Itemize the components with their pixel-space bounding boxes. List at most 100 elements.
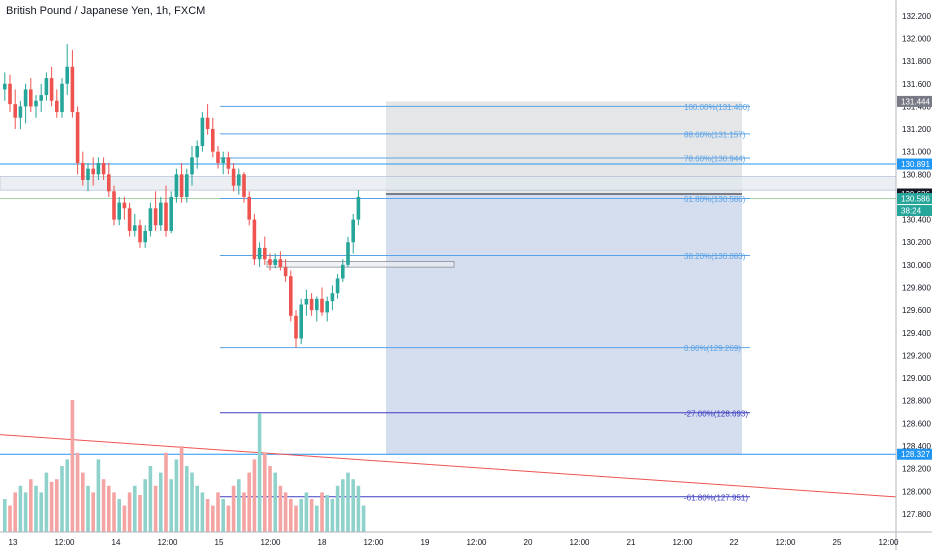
x-tick-label: 12:00 [157, 538, 178, 547]
volume-bar [8, 505, 12, 532]
candle-body [13, 104, 17, 118]
x-tick-label: 12:00 [569, 538, 590, 547]
candle-body [320, 298, 324, 313]
y-tick-label: 128.200 [902, 465, 931, 474]
candle-body [44, 78, 49, 96]
volume-bar [70, 400, 75, 532]
candle-body [283, 267, 288, 277]
candle-body [221, 157, 225, 163]
price-label: 38:24 [901, 207, 922, 216]
candle-body [330, 293, 335, 302]
volume-bar [117, 499, 121, 532]
candle-body [216, 151, 220, 163]
volume-bar [351, 479, 355, 532]
fib-level-label: 100.00%(131.400) [684, 103, 750, 112]
volume-bar [23, 492, 28, 532]
candle-body [153, 208, 158, 226]
candle-body [325, 301, 329, 313]
volume-bar [174, 459, 179, 532]
candle-body [273, 259, 277, 265]
candle-body [341, 264, 345, 279]
volume-bar [112, 492, 116, 532]
candle-body [34, 100, 38, 107]
volume-bar [169, 479, 173, 532]
candle-body [247, 196, 251, 220]
trendline [0, 434, 897, 498]
candle-body [315, 298, 319, 311]
candle-body [346, 242, 350, 265]
volume-bar [289, 499, 293, 532]
fib-level-label: 38.20%(130.083) [684, 252, 746, 261]
candle-body [60, 83, 64, 113]
x-tick-label: 25 [833, 538, 842, 547]
y-tick-label: 129.000 [902, 374, 931, 383]
candle-body [205, 117, 210, 130]
candle-body [335, 278, 340, 294]
volume-bar [34, 485, 38, 532]
volume-bar [75, 452, 80, 532]
volume-bar [143, 479, 147, 532]
x-tick-label: 22 [730, 538, 739, 547]
y-tick-label: 130.200 [902, 238, 931, 247]
volume-bar [133, 485, 137, 532]
volume-bar [216, 492, 220, 532]
candle-body [91, 168, 95, 175]
candle-body [164, 202, 168, 231]
volume-bar [107, 485, 111, 532]
candle-body [39, 95, 43, 101]
volume-bar [356, 485, 361, 532]
volume-bar [200, 492, 205, 532]
x-tick-label: 12:00 [878, 538, 899, 547]
candle-body [263, 247, 267, 260]
candle-body [299, 304, 303, 339]
volume-bar [231, 485, 236, 532]
volume-bar [325, 495, 329, 532]
candle-body [268, 259, 272, 265]
volume-bar [179, 446, 184, 532]
volume-bar [268, 466, 272, 532]
volume-bar [18, 485, 23, 532]
candle-body [112, 191, 116, 220]
volume-bar [361, 505, 366, 532]
y-tick-label: 130.800 [902, 170, 931, 179]
candle-body [18, 106, 23, 118]
candle-body [23, 89, 28, 107]
volume-bar [13, 492, 17, 532]
volume-bar [278, 485, 283, 532]
volume-bar [335, 485, 340, 532]
price-label-bg [897, 448, 932, 460]
volume-bar [86, 485, 90, 532]
candle-body [148, 208, 153, 231]
price-label-bg [897, 193, 932, 205]
x-tick-label: 12:00 [54, 538, 75, 547]
volume-bar [221, 499, 225, 532]
volume-bar [190, 472, 194, 532]
candle-body [75, 112, 80, 163]
candle-body [226, 157, 231, 169]
volume-bar [29, 479, 33, 532]
volume-bar [101, 479, 106, 532]
candle-body [278, 259, 283, 268]
candle-body [127, 208, 132, 231]
candle-body [185, 174, 189, 197]
volume-bar [257, 413, 262, 532]
volume-bar [65, 459, 69, 532]
candle-body [138, 225, 142, 243]
volume-bar [164, 452, 168, 532]
y-tick-label: 127.800 [902, 510, 931, 519]
volume-bar [346, 472, 350, 532]
y-tick-label: 128.000 [902, 487, 931, 496]
x-tick-label: 19 [421, 538, 430, 547]
y-tick-label: 132.200 [902, 12, 931, 21]
rr-target-zone [386, 194, 742, 455]
x-tick-label: 15 [215, 538, 224, 547]
x-tick-label: 21 [627, 538, 636, 547]
candle-body [174, 174, 179, 197]
price-label-bg [897, 205, 932, 217]
candle-body [117, 202, 121, 220]
candle-body [122, 202, 127, 209]
volume-bar [283, 492, 288, 532]
candle-body [143, 230, 147, 243]
volume-bar [211, 505, 215, 532]
